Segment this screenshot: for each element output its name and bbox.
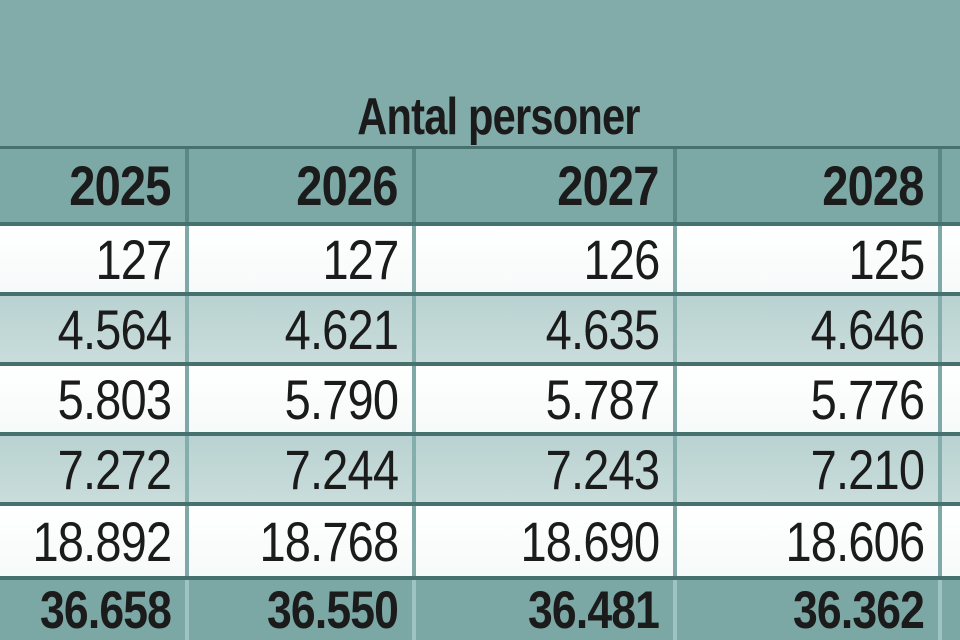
table-cell: 7.244 [185, 436, 412, 502]
table-cell: 18.690 [412, 506, 673, 576]
table-cell: 18.768 [185, 506, 412, 576]
cell-value: 18.768 [259, 509, 399, 573]
total-value: 36.362 [792, 580, 925, 640]
table-row-5: 18.892 18.768 18.690 18.606 [0, 502, 960, 576]
table-header-row: 2025 2026 2027 2028 [0, 149, 960, 222]
col-header-2026: 2026 [185, 149, 412, 222]
table-cell: 127 [0, 226, 185, 292]
total-cell: 36.362 [673, 580, 938, 640]
cell-value: 7.244 [284, 437, 398, 501]
table-title-row: Antal personer [36, 86, 960, 148]
total-cell-cutoff [938, 580, 960, 640]
cell-value: 4.564 [57, 297, 171, 361]
table-cell: 5.787 [412, 366, 673, 432]
table-row-3: 5.803 5.790 5.787 5.776 [0, 362, 960, 432]
table-cell-cutoff [938, 506, 960, 576]
table-cell: 4.564 [0, 296, 185, 362]
col-header-2026-label: 2026 [296, 154, 399, 217]
table-title: Antal personer [356, 88, 640, 146]
cell-value: 18.606 [785, 509, 925, 573]
table-row-4: 7.272 7.244 7.243 7.210 [0, 432, 960, 502]
cell-value: 5.776 [810, 367, 924, 431]
table-cell: 7.272 [0, 436, 185, 502]
table-cell-cutoff [938, 296, 960, 362]
total-cell: 36.658 [0, 580, 185, 640]
cell-value: 126 [583, 227, 660, 291]
cell-value: 5.787 [545, 367, 659, 431]
total-cell: 36.481 [412, 580, 673, 640]
col-header-2027-label: 2027 [557, 154, 660, 217]
table-cell-cutoff [938, 436, 960, 502]
cell-value: 7.243 [545, 437, 659, 501]
table-cell: 7.243 [412, 436, 673, 502]
total-value: 36.658 [39, 580, 172, 640]
table-cell: 4.635 [412, 296, 673, 362]
table-cell: 7.210 [673, 436, 938, 502]
cell-value: 127 [322, 227, 399, 291]
total-cell: 36.550 [185, 580, 412, 640]
cell-value: 7.210 [810, 437, 924, 501]
col-header-2025: 2025 [0, 149, 185, 222]
cell-value: 4.635 [545, 297, 659, 361]
col-header-2027: 2027 [412, 149, 673, 222]
col-header-2028: 2028 [673, 149, 938, 222]
table-cell: 4.646 [673, 296, 938, 362]
col-header-2025-label: 2025 [69, 154, 172, 217]
table-cell: 125 [673, 226, 938, 292]
col-header-cutoff [938, 149, 960, 222]
cell-value: 4.621 [284, 297, 398, 361]
col-header-2028-label: 2028 [822, 154, 925, 217]
table-cell: 5.803 [0, 366, 185, 432]
table-cell-cutoff [938, 366, 960, 432]
table-cell: 4.621 [185, 296, 412, 362]
cell-value: 18.690 [520, 509, 660, 573]
table-row-2: 4.564 4.621 4.635 4.646 [0, 292, 960, 362]
total-value: 36.481 [527, 580, 660, 640]
cell-value: 7.272 [57, 437, 171, 501]
table-cell: 126 [412, 226, 673, 292]
table-cell: 5.790 [185, 366, 412, 432]
cell-value: 4.646 [810, 297, 924, 361]
data-table: 2025 2026 2027 2028 127 127 126 125 4.56… [0, 146, 960, 640]
table-cell: 5.776 [673, 366, 938, 432]
table-cell: 127 [185, 226, 412, 292]
cell-value: 125 [848, 227, 925, 291]
table-cell-cutoff [938, 226, 960, 292]
table-totals-row: 36.658 36.550 36.481 36.362 [0, 576, 960, 640]
table-row-1: 127 127 126 125 [0, 222, 960, 292]
cell-value: 5.803 [57, 367, 171, 431]
total-value: 36.550 [266, 580, 399, 640]
cell-value: 5.790 [284, 367, 398, 431]
cell-value: 18.892 [32, 509, 172, 573]
cell-value: 127 [95, 227, 172, 291]
table-cell: 18.606 [673, 506, 938, 576]
table-cell: 18.892 [0, 506, 185, 576]
